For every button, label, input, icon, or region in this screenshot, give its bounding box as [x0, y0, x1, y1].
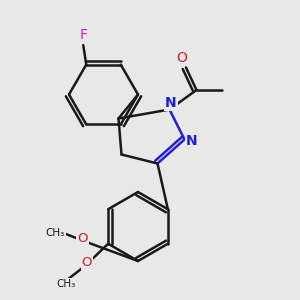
Text: N: N	[186, 134, 198, 148]
Text: N: N	[165, 96, 177, 110]
Text: CH₃: CH₃	[56, 279, 76, 289]
Text: O: O	[82, 256, 92, 269]
Text: O: O	[176, 51, 187, 65]
Text: O: O	[77, 232, 88, 245]
Text: CH₃: CH₃	[46, 227, 65, 238]
Text: F: F	[79, 28, 87, 42]
